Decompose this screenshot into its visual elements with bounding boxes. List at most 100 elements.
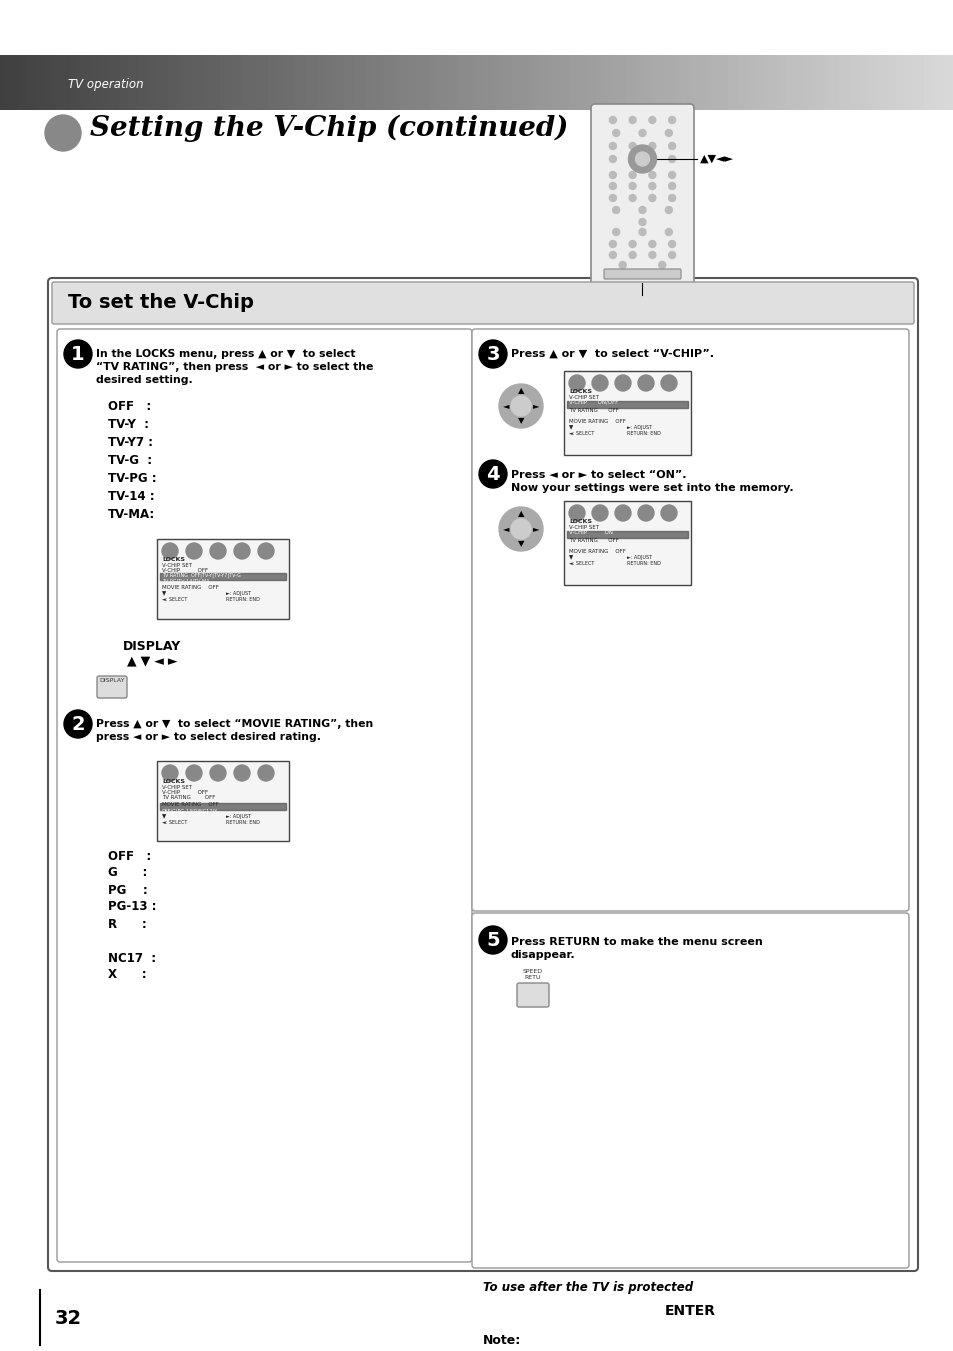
Bar (566, 401, 687, 408)
Text: TV RATING      OFF: TV RATING OFF (568, 538, 618, 543)
Circle shape (648, 251, 655, 258)
Text: ◄: SELECT: ◄: SELECT (162, 820, 187, 825)
FancyBboxPatch shape (52, 282, 913, 324)
Circle shape (612, 130, 619, 136)
Circle shape (664, 228, 672, 235)
Circle shape (615, 376, 630, 390)
Text: V-CHIP SET: V-CHIP SET (568, 526, 598, 530)
Text: ▲ ▼ ◄ ►: ▲ ▼ ◄ ► (127, 654, 177, 667)
Text: ►: ► (532, 524, 538, 534)
Circle shape (257, 765, 274, 781)
Circle shape (648, 155, 655, 162)
Text: TV-PG|TV-14|TV-MA: TV-PG|TV-14|TV-MA (162, 580, 210, 585)
Circle shape (233, 765, 250, 781)
Circle shape (609, 251, 616, 258)
Circle shape (668, 142, 675, 150)
Circle shape (609, 142, 616, 150)
FancyBboxPatch shape (517, 984, 548, 1006)
Text: To use after the TV is protected: To use after the TV is protected (482, 1281, 693, 1293)
Text: ◄: SELECT: ◄: SELECT (568, 561, 594, 566)
Circle shape (628, 251, 636, 258)
FancyBboxPatch shape (472, 913, 908, 1269)
Text: TV RATING        OFF: TV RATING OFF (162, 794, 215, 800)
Circle shape (628, 172, 636, 178)
Circle shape (660, 376, 677, 390)
Text: ►: ADJUST
RETURN: END: ►: ADJUST RETURN: END (626, 424, 660, 436)
Circle shape (568, 505, 584, 521)
Text: Press ▲ or ▼  to select “MOVIE RATING”, then
press ◄ or ► to select desired rati: Press ▲ or ▼ to select “MOVIE RATING”, t… (96, 719, 373, 742)
Text: DISPLAY: DISPLAY (123, 639, 181, 653)
Text: ENTER: ENTER (664, 1304, 716, 1319)
Circle shape (664, 207, 672, 213)
Circle shape (612, 228, 619, 235)
Text: Note:: Note: (482, 1335, 520, 1347)
Text: MOVIE RATING    OFF: MOVIE RATING OFF (568, 419, 625, 424)
Text: 32: 32 (55, 1309, 82, 1328)
Text: PG-13 :: PG-13 : (108, 901, 156, 913)
Circle shape (568, 376, 584, 390)
Text: ▼: ▼ (568, 555, 573, 561)
FancyBboxPatch shape (590, 104, 693, 286)
Circle shape (64, 340, 91, 367)
Text: TV-G  :: TV-G : (108, 454, 152, 466)
Text: ▼: ▼ (517, 539, 524, 549)
Circle shape (609, 240, 616, 247)
Circle shape (64, 711, 91, 738)
Circle shape (628, 182, 636, 189)
FancyBboxPatch shape (157, 539, 289, 619)
Text: ◄: ◄ (502, 401, 509, 411)
Text: 2: 2 (71, 715, 85, 734)
Circle shape (648, 240, 655, 247)
Circle shape (609, 116, 616, 123)
Circle shape (628, 155, 636, 162)
Circle shape (210, 765, 226, 781)
Circle shape (162, 543, 178, 559)
Circle shape (615, 505, 630, 521)
Circle shape (478, 459, 506, 488)
Text: In the LOCKS menu, press ▲ or ▼  to select
“TV RATING”, then press  ◄ or ► to se: In the LOCKS menu, press ▲ or ▼ to selec… (96, 349, 373, 385)
Circle shape (609, 172, 616, 178)
Circle shape (628, 195, 636, 201)
Circle shape (592, 505, 607, 521)
Text: V-CHIP SET: V-CHIP SET (162, 563, 192, 567)
FancyBboxPatch shape (57, 330, 472, 1262)
Circle shape (638, 505, 654, 521)
Bar (160, 573, 286, 580)
Text: V-CHIP SET: V-CHIP SET (162, 785, 192, 790)
Text: TV RATING      OFF: TV RATING OFF (568, 408, 618, 413)
Circle shape (609, 195, 616, 201)
Text: SPEED
RETU: SPEED RETU (522, 969, 542, 979)
Text: TV-14 :: TV-14 : (108, 489, 154, 503)
Circle shape (618, 262, 625, 269)
Text: MOVIE RATING    OFF: MOVIE RATING OFF (568, 549, 625, 554)
Text: OFF|G|PG-13|R|NC17|X: OFF|G|PG-13|R|NC17|X (162, 809, 218, 815)
Text: G      :: G : (108, 866, 147, 880)
FancyBboxPatch shape (97, 676, 127, 698)
Circle shape (628, 240, 636, 247)
Bar (160, 802, 286, 811)
Text: DISPLAY: DISPLAY (99, 678, 125, 684)
Circle shape (648, 142, 655, 150)
FancyBboxPatch shape (563, 372, 690, 455)
Text: V-CHIP      ON/OFF: V-CHIP ON/OFF (568, 400, 618, 405)
Circle shape (668, 116, 675, 123)
Circle shape (186, 765, 202, 781)
Text: V-CHIP          ON: V-CHIP ON (568, 530, 613, 535)
Circle shape (628, 142, 636, 150)
Text: ▼: ▼ (517, 416, 524, 426)
Text: Press RETURN to make the menu screen
disappear.: Press RETURN to make the menu screen dis… (511, 938, 762, 961)
Circle shape (45, 115, 81, 151)
Circle shape (659, 262, 665, 269)
Circle shape (668, 240, 675, 247)
Text: ►: ADJUST
RETURN: END: ►: ADJUST RETURN: END (626, 555, 660, 566)
Text: ▼: ▼ (162, 590, 166, 596)
FancyBboxPatch shape (157, 761, 289, 842)
Circle shape (660, 505, 677, 521)
Text: LOCKS: LOCKS (162, 557, 185, 562)
Text: ▼: ▼ (162, 815, 166, 819)
Text: LOCKS: LOCKS (568, 519, 592, 524)
Circle shape (648, 182, 655, 189)
Circle shape (498, 384, 542, 428)
Text: ►: ADJUST
RETURN: END: ►: ADJUST RETURN: END (226, 813, 259, 825)
Text: ▲▼◄►: ▲▼◄► (700, 154, 733, 163)
